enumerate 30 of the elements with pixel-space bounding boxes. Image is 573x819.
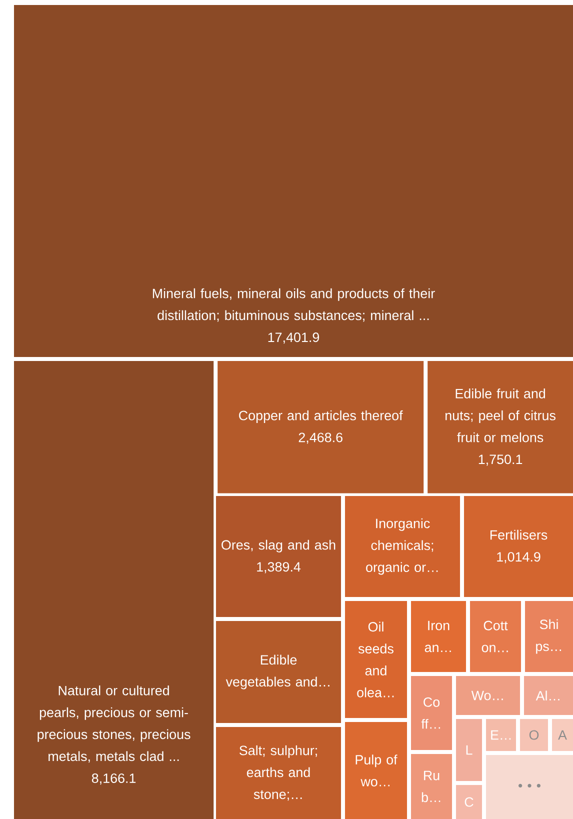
category-label: Ores, slag and ash [222, 540, 336, 552]
category-label: C [464, 797, 474, 807]
category-label: Copper and articles thereof [239, 410, 403, 423]
data-label: 1,014.9 [497, 552, 540, 564]
category-label: • • • [518, 784, 541, 788]
category-label: Co ff… [421, 697, 440, 729]
category-label: O [529, 730, 539, 740]
category-label: Pulp of wo… [356, 754, 398, 786]
category-label: Inorganic chemicals; organic or… [366, 518, 438, 575]
category-label: L [466, 745, 472, 755]
category-label: Edible fruit and nuts; peel of citrus fruit or melons [446, 388, 556, 442]
category-label: E… [491, 730, 511, 740]
data-label: 17,401.9 [268, 332, 320, 344]
category-label: Shi ps… [536, 619, 562, 654]
data-label: 1,389.4 [257, 562, 301, 574]
category-label: Edible vegetables and… [226, 654, 330, 690]
category-label: Oil seeds and olea… [357, 622, 394, 698]
data-label: 8,166.1 [92, 773, 136, 785]
category-label: Fertilisers [490, 530, 548, 540]
data-label: 2,468.6 [298, 432, 342, 444]
category-label: Salt; sulphur; earths and stone;… [239, 745, 317, 801]
category-label: Iron an… [424, 620, 451, 652]
category-label: Ru b… [422, 770, 440, 802]
category-label: Wo… [471, 690, 503, 700]
data-label: 1,750.1 [478, 454, 522, 466]
category-label: Mineral fuels, mineral oils and products of their distillation; bituminous substances; mineral ... [152, 288, 435, 322]
category-label: Al… [536, 690, 560, 700]
category-label: A [558, 730, 567, 740]
category-label: Natural or cultured pearls, precious or semi-precious stones, precious metals, metals clad ... [38, 685, 190, 763]
category-label: Cott on… [482, 620, 508, 652]
